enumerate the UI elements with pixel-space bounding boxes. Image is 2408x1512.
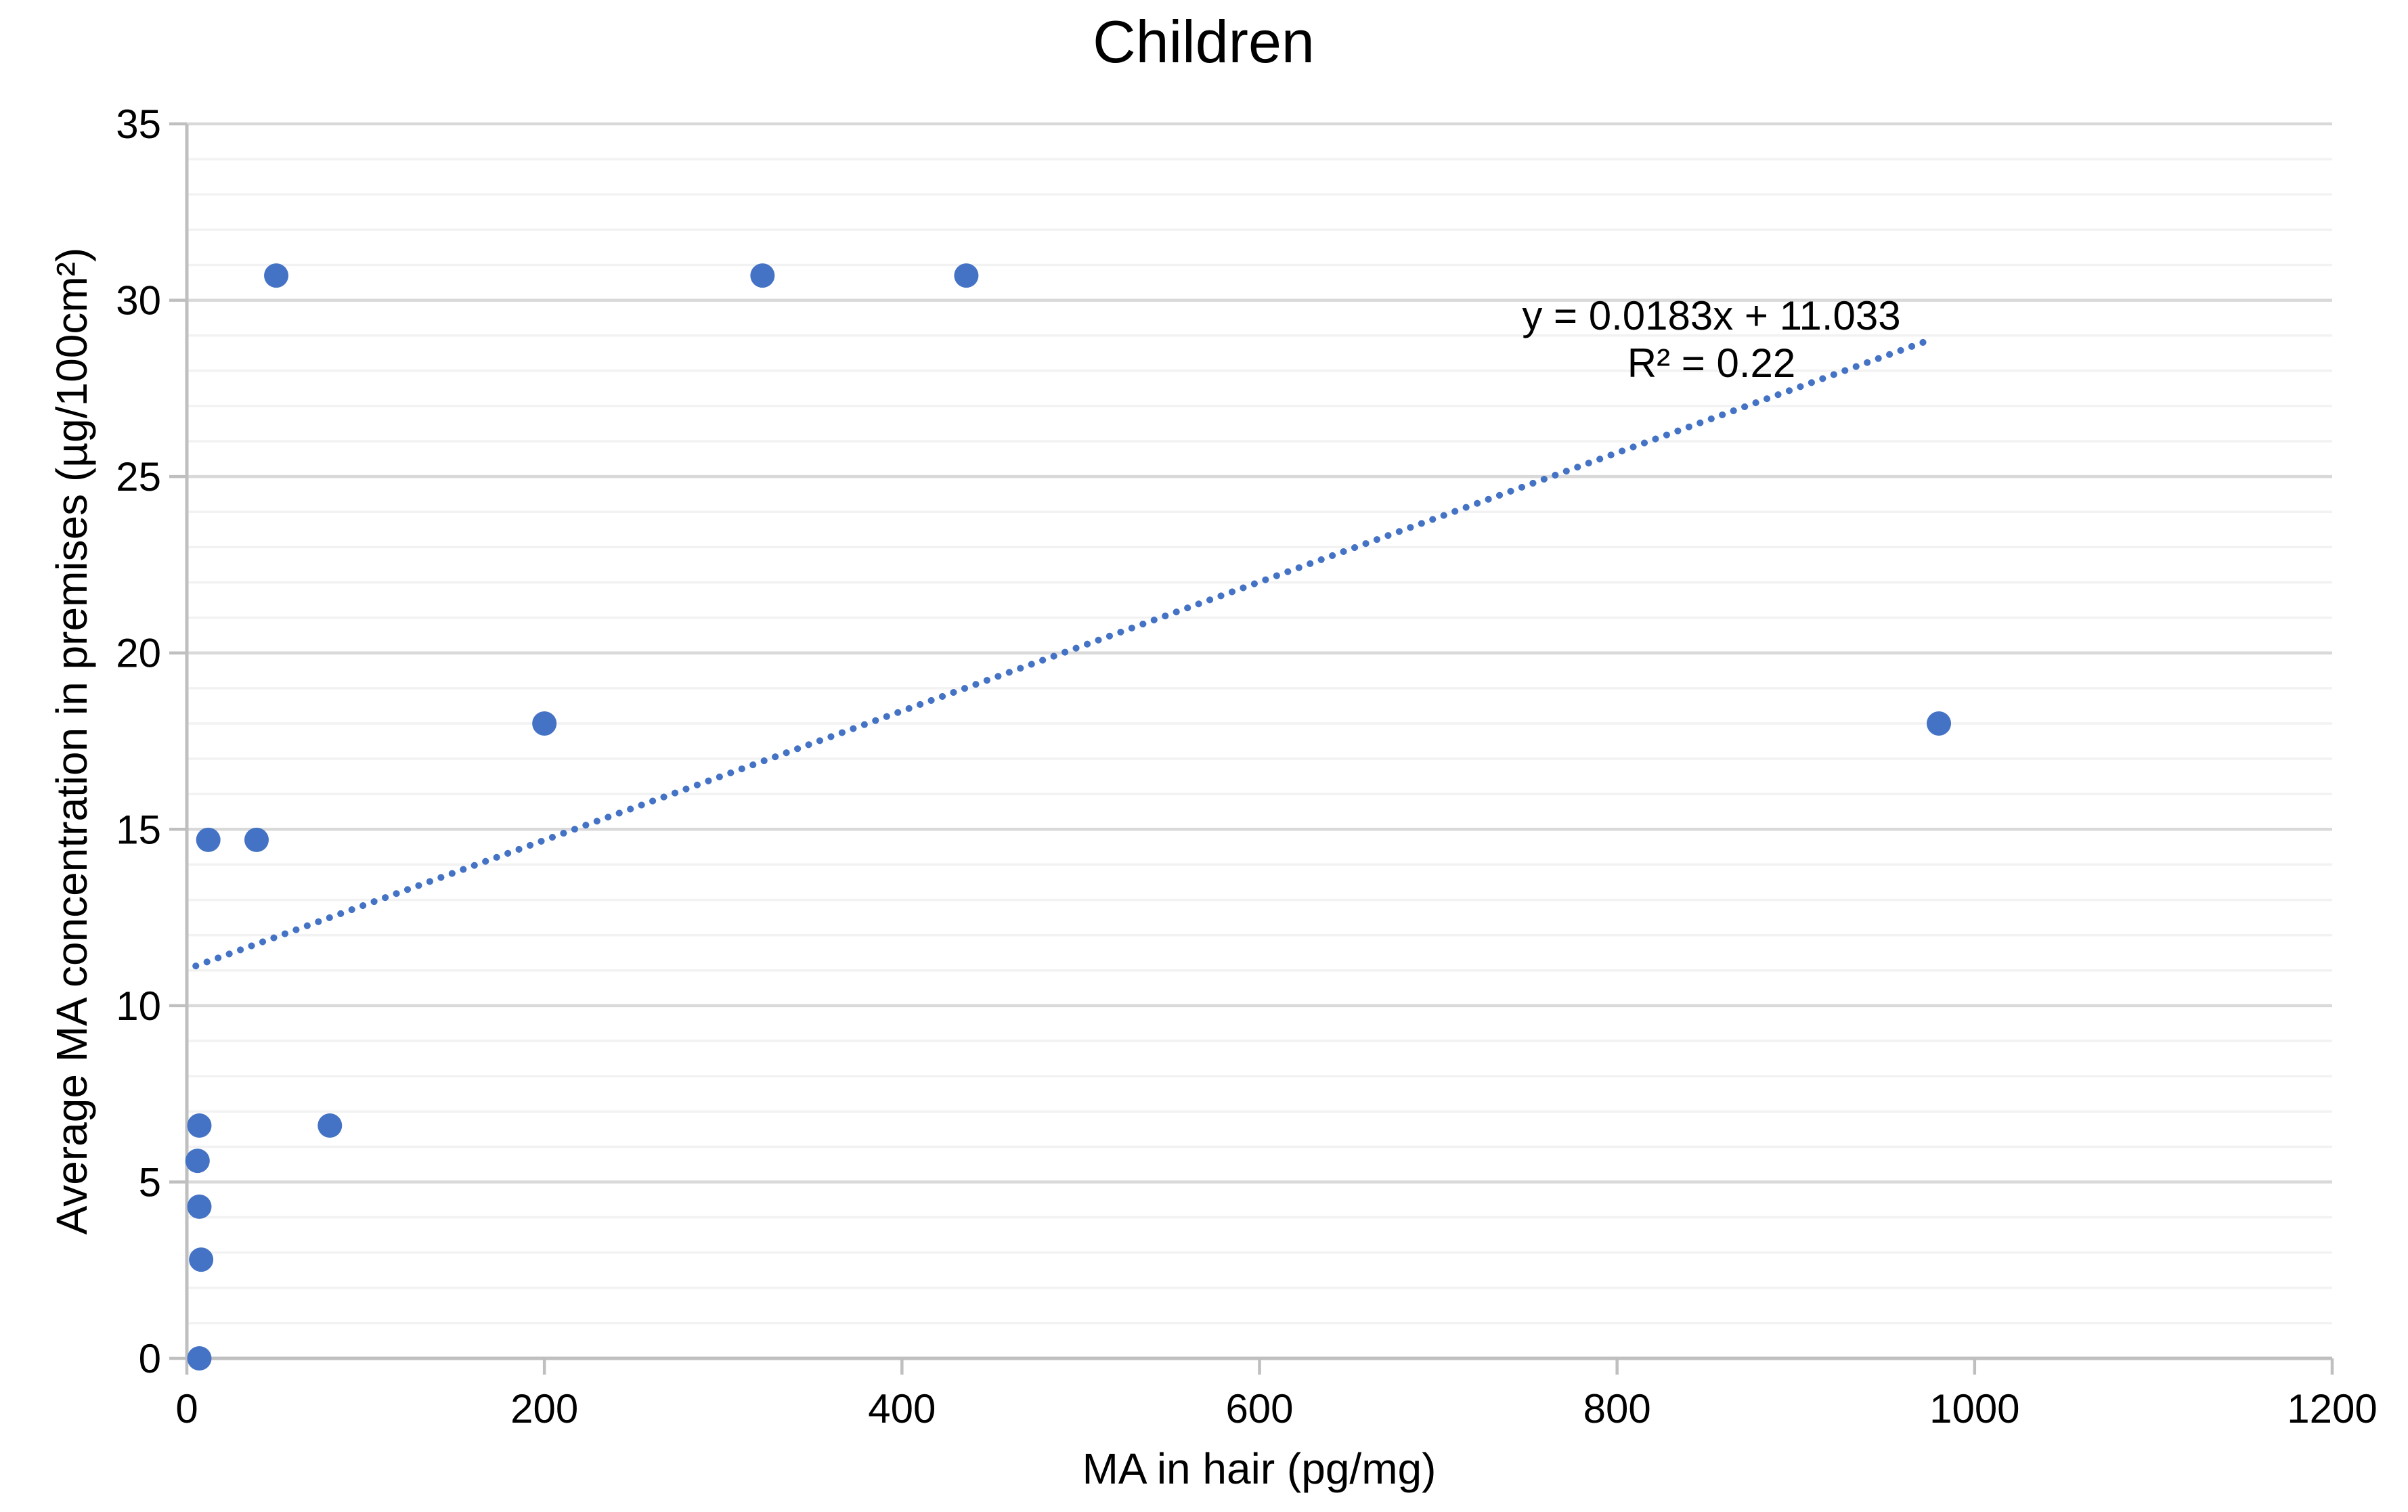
tick-marks [169,122,2334,1375]
tick-labels: 0 200 400 600 800 1000 1200 0 5 10 15 20 25 30 35 [116,102,2377,1431]
chart-title: Children [1093,8,1315,75]
y-tick-label-35: 35 [116,102,161,147]
y-tick-label-30: 30 [116,278,161,324]
data-point [750,263,775,288]
y-tick-label-25: 25 [116,454,161,499]
y-tick-label-15: 15 [116,807,161,852]
y-tick-label-10: 10 [116,983,161,1029]
x-tick-label-0: 0 [175,1386,198,1431]
data-point [189,1247,214,1272]
x-axis-title: MA in hair (pg/mg) [1082,1444,1437,1493]
data-point [954,263,979,288]
axes [185,124,2332,1360]
trendline-r2-label: R² = 0.22 [1627,340,1795,386]
x-tick-label-800: 800 [1583,1386,1651,1431]
data-point [196,827,221,852]
data-point [187,1194,212,1219]
x-tick-label-400: 400 [868,1386,936,1431]
data-point [187,1346,212,1371]
data-point [187,1113,212,1138]
data-point [244,827,269,852]
x-tick-label-1200: 1200 [2287,1386,2377,1431]
y-tick-label-5: 5 [139,1159,161,1205]
data-points [185,263,1952,1371]
data-point [318,1113,343,1138]
data-point [264,263,289,288]
data-point [1927,711,1952,736]
x-tick-label-200: 200 [510,1386,578,1431]
data-point [185,1149,210,1174]
y-tick-label-0: 0 [139,1336,161,1381]
gridlines [187,122,2332,1325]
y-tick-label-20: 20 [116,631,161,676]
x-tick-label-600: 600 [1225,1386,1293,1431]
data-point [532,711,557,736]
x-tick-label-1000: 1000 [1929,1386,2019,1431]
y-axis-title: Average MA concentration in premises (µg… [47,248,96,1235]
trendline-equation-label: y = 0.0183x + 11.033 [1522,293,1900,338]
trendline [192,336,1933,970]
